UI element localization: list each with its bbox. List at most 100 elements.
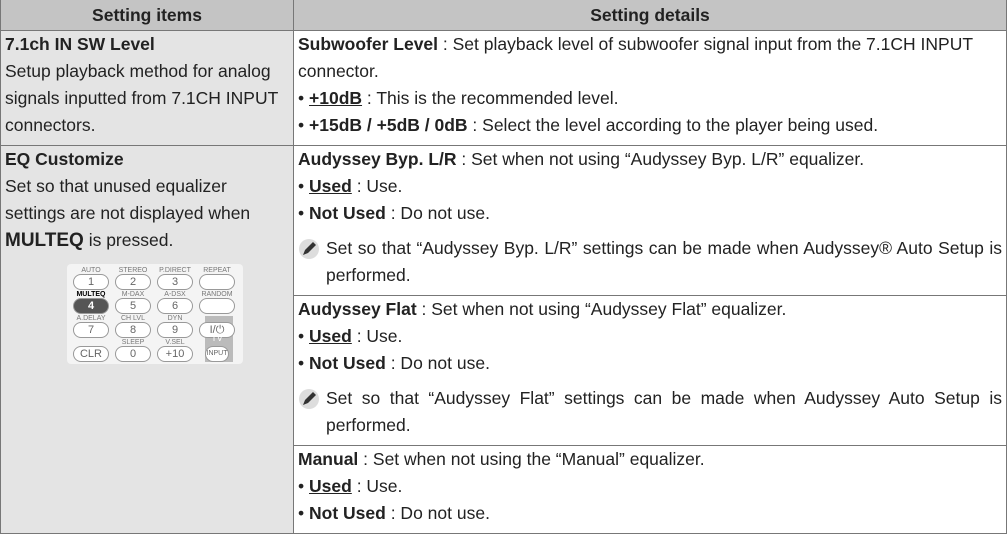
option-text: : This is the recommended level.	[366, 88, 619, 108]
remote-label: RANDOM	[201, 291, 233, 298]
option-text: : Do not use.	[390, 353, 490, 373]
remote-button: 4	[73, 298, 109, 314]
bullet: •	[298, 353, 305, 373]
detail-text: : Set playback level of subwoofer signal…	[298, 34, 973, 81]
detail-text: : Set when not using the “Manual” equali…	[363, 449, 705, 469]
detail-block: Audyssey Flat : Set when not using “Audy…	[294, 296, 1006, 446]
header-cell: Setting details	[293, 0, 1007, 31]
remote-button: I/⏻	[199, 322, 235, 338]
remote-button: 0	[115, 346, 151, 362]
option-line: • Used : Use.	[298, 173, 1002, 200]
option-line: • Not Used : Do not use.	[298, 200, 1002, 227]
remote-button	[199, 298, 235, 314]
detail-block: Audyssey Byp. L/R : Set when not using “…	[294, 146, 1006, 296]
bullet: •	[298, 476, 305, 496]
option-label: Used	[309, 326, 352, 346]
item-title-line: 7.1ch IN SW Level	[5, 31, 289, 58]
detail-term: Audyssey Byp. L/R	[298, 149, 457, 169]
option-label: Used	[309, 176, 352, 196]
remote-label: P.DIRECT	[159, 267, 191, 274]
remote-label: AUTO	[81, 267, 101, 274]
bullet: •	[298, 326, 305, 346]
remote-label: MULTEQ	[76, 291, 106, 298]
option-label: +15dB / +5dB / 0dB	[309, 115, 468, 135]
note-text: Set so that “Audyssey Byp. L/R” settings…	[326, 238, 1002, 285]
remote-label: A-DSX	[164, 291, 186, 298]
remote-side-label: TV	[211, 333, 223, 343]
option-label: Not Used	[309, 503, 386, 523]
details-cell: Subwoofer Level : Set playback level of …	[293, 30, 1007, 146]
item-title-line: EQ Customize	[5, 146, 289, 173]
key-name: MULTEQ	[5, 230, 84, 251]
remote-button: 3	[157, 274, 193, 290]
remote-button	[199, 274, 235, 290]
option-text: : Select the level according to the play…	[472, 115, 879, 135]
detail-line: Manual : Set when not using the “Manual”…	[298, 446, 1002, 473]
remote-button: 9	[157, 322, 193, 338]
bullet: •	[298, 88, 305, 108]
detail-term: Subwoofer Level	[298, 34, 439, 54]
remote-label: CH LVL	[121, 315, 145, 322]
note: Set so that “Audyssey Flat” settings can…	[298, 385, 1002, 439]
remote-label: REPEAT	[203, 267, 231, 274]
header-row: Setting items Setting details	[0, 0, 1007, 31]
detail-term: Manual	[298, 449, 359, 469]
remote-button: INPUT	[205, 346, 229, 362]
detail-block: Subwoofer Level : Set playback level of …	[294, 31, 1006, 145]
option-text: : Do not use.	[390, 203, 490, 223]
remote-label: STEREO	[118, 267, 148, 274]
table-row: EQ Customize Set so that unused equalizer…	[0, 145, 1007, 534]
option-label: Not Used	[309, 353, 386, 373]
remote-label: SLEEP	[121, 339, 145, 346]
detail-line: Subwoofer Level : Set playback level of …	[298, 31, 1002, 85]
remote-button: CLR	[73, 346, 109, 362]
remote-button: 8	[115, 322, 151, 338]
option-line: • +10dB : This is the recommended level.	[298, 85, 1002, 112]
detail-line: Audyssey Byp. L/R : Set when not using “…	[298, 146, 1002, 173]
remote-button: 7	[73, 322, 109, 338]
header-cell: Setting items	[0, 0, 294, 31]
remote-button: 6	[157, 298, 193, 314]
bullet: •	[298, 203, 305, 223]
option-line: • Not Used : Do not use.	[298, 500, 1002, 527]
option-text: : Use.	[356, 476, 403, 496]
item-title: 7.1ch IN SW Level	[5, 34, 155, 54]
remote-label: M-DAX	[121, 291, 145, 298]
remote-label: V.SEL	[165, 339, 185, 346]
note-text: Set so that “Audyssey Flat” settings can…	[326, 388, 1002, 435]
details-cell: Audyssey Byp. L/R : Set when not using “…	[293, 145, 1007, 534]
item-description: Set so that unused equalizer settings ar…	[5, 173, 289, 254]
bullet: •	[298, 503, 305, 523]
bullet: •	[298, 176, 305, 196]
item-title: EQ Customize	[5, 149, 124, 169]
remote-button: 5	[115, 298, 151, 314]
bullet: •	[298, 115, 305, 135]
item-description: Setup playback method for analog signals…	[5, 58, 289, 139]
option-label: +10dB	[309, 88, 363, 108]
option-line: • +15dB / +5dB / 0dB : Select the level …	[298, 112, 1002, 139]
option-line: • Used : Use.	[298, 473, 1002, 500]
detail-line: Audyssey Flat : Set when not using “Audy…	[298, 296, 1002, 323]
detail-text: : Set when not using “Audyssey Byp. L/R”…	[461, 149, 865, 169]
table-row: 7.1ch IN SW Level Setup playback method f…	[0, 30, 1007, 146]
description-text: Setup playback method for analog signals…	[5, 61, 278, 135]
detail-text: : Set when not using “Audyssey Flat” equ…	[421, 299, 787, 319]
remote-button: 1	[73, 274, 109, 290]
remote-button: 2	[115, 274, 151, 290]
option-text: : Do not use.	[390, 503, 490, 523]
option-line: • Not Used : Do not use.	[298, 350, 1002, 377]
note-icon	[299, 389, 319, 409]
option-text: : Use.	[356, 326, 403, 346]
option-line: • Used : Use.	[298, 323, 1002, 350]
note-icon	[299, 239, 319, 259]
remote-label: A.DELAY	[76, 315, 106, 322]
description-text: is pressed.	[88, 230, 174, 250]
option-label: Used	[309, 476, 352, 496]
description-text: Set so that unused equalizer settings ar…	[5, 176, 251, 223]
item-cell: EQ Customize Set so that unused equalizer…	[0, 145, 294, 534]
option-label: Not Used	[309, 203, 386, 223]
note: Set so that “Audyssey Byp. L/R” settings…	[298, 235, 1002, 289]
detail-term: Audyssey Flat	[298, 299, 417, 319]
